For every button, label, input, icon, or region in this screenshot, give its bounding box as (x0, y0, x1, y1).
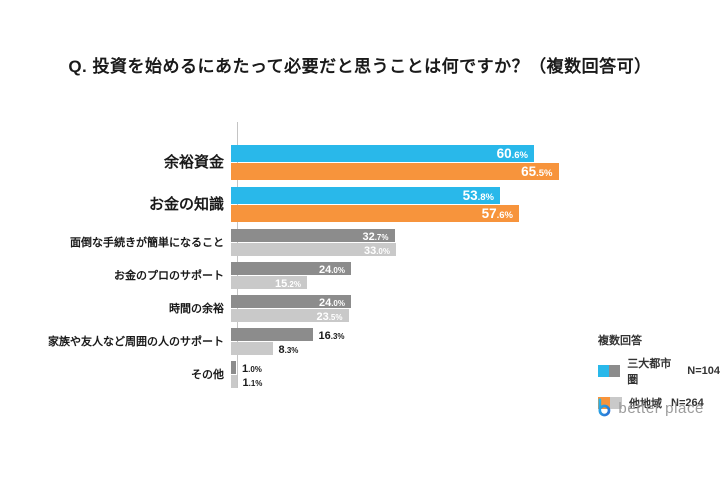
bar-他地域 (231, 276, 307, 289)
bar-他地域 (231, 243, 396, 256)
chart-row: お金の知識 53.8% 57.6% (0, 187, 720, 223)
bar-track: 53.8% (231, 187, 713, 204)
category-label: その他 (191, 368, 224, 381)
chart-row: 余裕資金 60.6% 65.5% (0, 145, 720, 181)
legend-n-value: N=104 (687, 365, 720, 377)
bar-track: 32.7% (231, 229, 713, 242)
chart-row: 時間の余裕 24.0% 23.5% (0, 295, 720, 323)
bar-他地域 (231, 309, 349, 322)
category-label: お金の知識 (148, 195, 224, 213)
bar-三大都市圏 (231, 361, 236, 374)
bar-track: 24.0% (231, 295, 713, 308)
category-label: 家族や友人など周囲の人のサポート (48, 335, 224, 348)
value-label: 1.0% (242, 362, 262, 375)
legend-label: 他地域 (629, 398, 662, 410)
legend-title: 複数回答 (598, 335, 642, 347)
betterplace-logo-text: better place (618, 399, 704, 417)
legend-label: 三大都市圏 (627, 358, 672, 386)
bar-group: 60.6% 65.5% (231, 145, 713, 181)
bar-group: 1.0% 1.1% (231, 361, 713, 389)
bar-track: 24.0% (231, 262, 713, 275)
value-label: 65.5% (521, 163, 553, 179)
bar-track: 23.5% (231, 309, 713, 322)
category-label: 時間の余裕 (169, 302, 224, 315)
bar-track: 57.6% (231, 205, 713, 222)
legend-swatch-highlight (598, 365, 610, 377)
value-label: 1.1% (242, 376, 263, 389)
legend-n-value: N=264 (671, 397, 704, 409)
bar-三大都市圏 (231, 145, 534, 162)
betterplace-logo: better place (594, 398, 704, 418)
bar-rows: 余裕資金 60.6% 65.5% お金の知識 53.8% 57.6% 面倒な手続きが簡単にな… (0, 145, 720, 394)
value-label: 8.3% (278, 343, 299, 356)
bar-group: 24.0% 15.2% (231, 262, 713, 290)
bar-group: 32.7% 33.0% (231, 229, 713, 257)
bar-三大都市圏 (231, 262, 351, 275)
bar-track: 60.6% (231, 145, 713, 162)
value-label: 24.0% (318, 263, 345, 276)
value-label: 60.6% (496, 145, 528, 161)
bar-track: 16.3% (231, 328, 713, 341)
bar-三大都市圏 (231, 295, 351, 308)
bar-track: 1.0% (231, 361, 713, 374)
betterplace-logo-icon (598, 398, 611, 417)
bar-track: 33.0% (231, 243, 713, 256)
bar-group: 24.0% 23.5% (231, 295, 713, 323)
legend-swatch-default (609, 365, 621, 377)
value-label: 33.0% (363, 244, 390, 257)
bar-track: 1.1% (231, 375, 713, 388)
legend-item: 他地域 N=264 (598, 395, 720, 411)
bar-他地域 (231, 342, 273, 355)
chart-row: その他 1.0% 1.1% (0, 361, 720, 389)
value-label: 15.2% (274, 277, 301, 290)
legend-item: 三大都市圏 N=104 (598, 355, 720, 387)
bar-track: 8.3% (231, 342, 713, 355)
bar-他地域 (231, 375, 237, 388)
value-label: 23.5% (316, 310, 343, 323)
bar-group: 16.3% 8.3% (231, 328, 713, 356)
chart-title: Q. 投資を始めるにあたって必要だと思うことは何ですか？（複数回答可） (68, 57, 652, 76)
bar-三大都市圏 (231, 187, 500, 204)
value-label: 16.3% (318, 329, 345, 342)
value-label: 32.7% (362, 230, 389, 243)
bar-他地域 (231, 163, 559, 180)
chart-row: お金のプロのサポート 24.0% 15.2% (0, 262, 720, 290)
bar-group: 53.8% 57.6% (231, 187, 713, 223)
legend: 複数回答 三大都市圏 N=104 他地域 N=264 (598, 332, 720, 419)
bar-三大都市圏 (231, 328, 313, 341)
category-label: 余裕資金 (163, 153, 224, 171)
legend-items: 三大都市圏 N=104 他地域 N=264 (598, 355, 720, 411)
category-label: お金のプロのサポート (114, 269, 224, 282)
value-label: 24.0% (318, 296, 345, 309)
bar-track: 65.5% (231, 163, 713, 180)
category-label: 面倒な手続きが簡単になること (70, 236, 224, 249)
bar-他地域 (231, 205, 519, 222)
chart-row: 面倒な手続きが簡単になること 32.7% 33.0% (0, 229, 720, 257)
value-label: 53.8% (462, 187, 494, 203)
bar-track: 15.2% (231, 276, 713, 289)
value-label: 57.6% (481, 205, 513, 221)
bar-三大都市圏 (231, 229, 395, 242)
legend-swatch-default (610, 397, 622, 409)
chart-row: 家族や友人など周囲の人のサポート 16.3% 8.3% (0, 328, 720, 356)
